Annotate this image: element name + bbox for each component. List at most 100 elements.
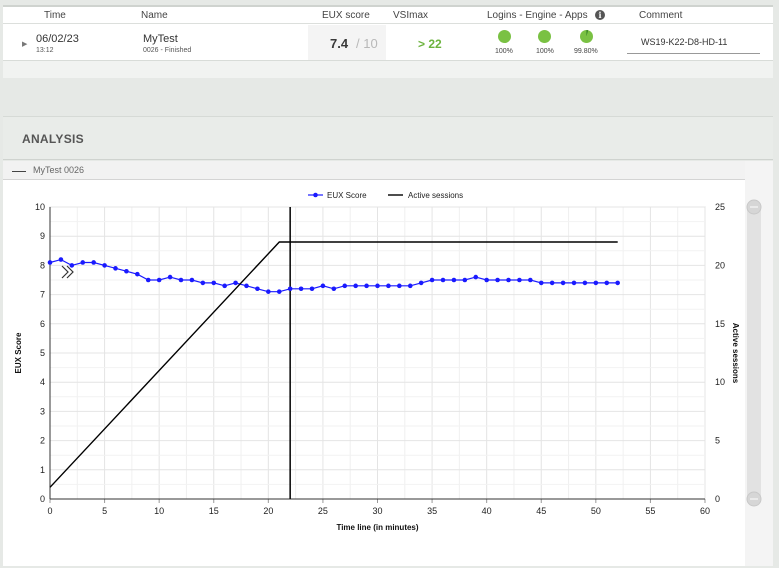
header-time[interactable]: Time xyxy=(44,10,66,21)
eux-score-point xyxy=(407,283,413,289)
y-left-tick-label: 6 xyxy=(40,319,45,329)
y-right-tick-label: 20 xyxy=(715,260,725,270)
eux-score-point xyxy=(495,277,500,283)
eux-score-point xyxy=(429,277,435,283)
y-left-tick-label: 10 xyxy=(35,202,45,212)
eux-score-point xyxy=(593,280,599,286)
legend-eux-marker xyxy=(313,192,318,198)
eux-score-point xyxy=(135,271,140,277)
test-series-label[interactable]: MyTest 0026 xyxy=(33,165,85,175)
x-tick-label: 45 xyxy=(536,506,546,516)
eux-score-point xyxy=(102,263,107,268)
eux-score-max: / 10 xyxy=(356,36,378,51)
eux-score-point xyxy=(375,283,380,289)
header-logins-engine-apps[interactable]: Logins - Engine - Apps xyxy=(487,10,588,21)
x-tick-label: 35 xyxy=(427,506,437,516)
legend-eux-label: EUX Score xyxy=(327,191,367,200)
y-left-tick-label: 1 xyxy=(40,465,45,475)
info-icon[interactable]: i xyxy=(595,10,605,20)
x-tick-label: 25 xyxy=(318,506,328,516)
zoom-chevron-icon[interactable] xyxy=(61,265,74,279)
x-tick-label: 30 xyxy=(372,506,382,516)
eux-score-point xyxy=(287,286,293,292)
eux-score-point xyxy=(113,266,118,271)
range-slider-track[interactable] xyxy=(747,203,761,499)
x-tick-label: 15 xyxy=(209,506,219,516)
eux-score-point xyxy=(167,274,173,280)
y-right-tick-label: 0 xyxy=(715,494,720,504)
y-left-axis-title: EUX Score xyxy=(14,332,23,373)
logins-status-dot xyxy=(498,30,511,43)
eux-score-point xyxy=(615,280,620,286)
comment-text[interactable]: WS19-K22-D8-HD-11 xyxy=(641,37,728,47)
eux-score-point xyxy=(604,280,610,286)
eux-score-point xyxy=(506,277,511,283)
y-right-tick-label: 5 xyxy=(715,436,720,446)
y-right-tick-label: 25 xyxy=(715,202,725,212)
eux-score-point xyxy=(462,277,468,283)
y-right-axis-title: Active sessions xyxy=(731,323,740,384)
eux-score-point xyxy=(549,280,555,286)
table-footer xyxy=(3,60,773,78)
eux-score-point xyxy=(211,280,217,286)
eux-score-point xyxy=(560,280,566,286)
active-sessions-line xyxy=(49,241,618,488)
eux-score-point xyxy=(440,277,446,283)
eux-score-point xyxy=(178,277,184,283)
eux-score-point xyxy=(69,263,75,268)
eux-score-point xyxy=(47,260,53,265)
x-tick-label: 20 xyxy=(263,506,273,516)
y-left-tick-label: 8 xyxy=(40,260,45,270)
logins-percent: 100% xyxy=(495,48,513,55)
eux-score-point xyxy=(222,283,227,289)
table-row[interactable]: ▶ 06/02/23 13:12 MyTest 0026 - Finished … xyxy=(3,25,773,62)
y-left-tick-label: 9 xyxy=(40,231,45,241)
eux-score-point xyxy=(320,283,326,289)
x-tick-label: 10 xyxy=(154,506,164,516)
eux-score-point xyxy=(80,260,86,265)
row-status: 0026 - Finished xyxy=(143,47,192,54)
eux-score-point xyxy=(309,286,315,292)
comment-underline xyxy=(627,53,760,54)
eux-score-point xyxy=(244,283,249,289)
eux-score-point xyxy=(189,277,195,283)
results-table: Time Name EUX score VSImax Logins - Engi… xyxy=(3,5,773,78)
eux-score-point xyxy=(331,286,337,292)
eux-score-point xyxy=(386,283,391,289)
y-left-tick-label: 5 xyxy=(40,348,45,358)
eux-score-point xyxy=(484,277,489,283)
x-tick-label: 5 xyxy=(102,506,107,516)
y-right-tick-label: 10 xyxy=(715,377,725,387)
apps-status-dot xyxy=(580,30,593,43)
y-left-tick-label: 7 xyxy=(40,290,45,300)
x-tick-label: 60 xyxy=(700,506,710,516)
eux-score-value: 7.4 xyxy=(330,36,349,51)
header-vsimax[interactable]: VSImax xyxy=(393,10,429,21)
expand-caret-icon[interactable]: ▶ xyxy=(22,41,28,48)
chart-series xyxy=(47,207,620,499)
eux-score-point xyxy=(255,286,260,292)
y-left-tick-label: 3 xyxy=(40,406,45,416)
row-time: 13:12 xyxy=(36,47,54,54)
eux-score-point xyxy=(582,280,588,286)
table-header: Time Name EUX score VSImax Logins - Engi… xyxy=(3,7,773,24)
header-comment[interactable]: Comment xyxy=(639,10,683,21)
eux-score-point xyxy=(528,277,533,283)
row-date: 06/02/23 xyxy=(36,33,79,45)
header-name[interactable]: Name xyxy=(141,10,168,21)
x-tick-label: 50 xyxy=(591,506,601,516)
eux-score-point xyxy=(276,289,282,294)
eux-score-point xyxy=(364,283,369,289)
series-dash-icon xyxy=(12,171,26,172)
eux-score-point xyxy=(571,280,577,286)
engine-percent: 100% xyxy=(536,48,554,55)
legend-sessions-label: Active sessions xyxy=(408,191,463,200)
eux-score-point xyxy=(145,277,151,283)
eux-score-point xyxy=(156,277,162,283)
chart-grid xyxy=(49,206,706,500)
eux-score-point xyxy=(473,274,479,280)
header-eux-score[interactable]: EUX score xyxy=(322,10,370,21)
eux-score-point xyxy=(233,280,238,286)
y-right-tick-label: 15 xyxy=(715,319,725,329)
eux-score-point xyxy=(58,257,64,262)
